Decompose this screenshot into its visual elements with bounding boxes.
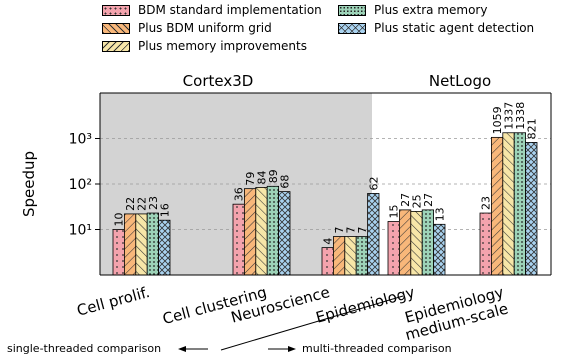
bar [146, 212, 159, 276]
bar [344, 236, 357, 276]
y-axis-title: Speedup [20, 151, 38, 217]
bar-value-label: 15 [388, 204, 401, 218]
bar [387, 221, 400, 276]
bar-value-label: 79 [244, 172, 257, 186]
legend-item-bdm-standard: BDM standard implementation [102, 3, 322, 17]
bar-value-label: 23 [147, 196, 160, 210]
bar [112, 229, 125, 276]
legend-swatch [338, 22, 366, 34]
multi-arrowhead-icon [288, 346, 296, 352]
bar-value-label: 25 [411, 194, 424, 208]
x-tick-labels: Cell prolif. Cell clusteringNeuroscienceE… [75, 283, 510, 344]
bar [124, 213, 137, 276]
bar-value-label: 89 [267, 169, 280, 183]
bar [158, 219, 171, 276]
legend-swatch [102, 22, 130, 34]
bar [410, 210, 423, 276]
bar-value-label: 27 [399, 193, 412, 207]
legend-label: Plus static agent detection [374, 21, 535, 35]
bar [421, 209, 435, 276]
legend-item-extra-memory: Plus extra memory [338, 3, 487, 17]
bar-value-label: 4 [322, 238, 335, 245]
bar [266, 185, 280, 276]
y-ticks: 10¹ 10² 10³ [69, 132, 100, 239]
bar [502, 132, 515, 276]
legend-item-static-agent: Plus static agent detection [338, 21, 534, 35]
bar-value-label: 84 [256, 170, 269, 184]
x-tick-label: Epidemiology [314, 283, 417, 327]
bar [367, 193, 380, 276]
bar-value-label: 22 [136, 197, 149, 211]
bar-value-label: 7 [345, 227, 358, 234]
single-threaded-note: single-threaded comparison [7, 342, 162, 355]
group-label-cortex3d: Cortex3D [183, 72, 254, 90]
bar [433, 223, 446, 276]
x-tick-label: Cell prolif. [75, 283, 152, 320]
bar-value-label: 1338 [514, 102, 527, 130]
legend-label: Plus memory improvements [138, 39, 307, 53]
bar [525, 141, 538, 276]
legend-label: Plus BDM uniform grid [138, 21, 272, 35]
comparison-divider [220, 295, 404, 351]
legend-item-uniform-grid: Plus BDM uniform grid [102, 21, 272, 35]
bar-value-label: 7 [333, 227, 346, 234]
bar-value-label: 27 [422, 193, 435, 207]
bar [232, 203, 245, 276]
bar-value-label: 821 [525, 118, 538, 139]
legend-label: BDM standard implementation [138, 3, 322, 17]
bar-value-label: 23 [480, 196, 493, 210]
bar-value-label: 10 [113, 213, 126, 227]
bar [135, 213, 148, 276]
bar-value-label: 16 [158, 203, 171, 217]
bar-value-label: 1337 [503, 102, 516, 130]
group-label-netlogo: NetLogo [429, 72, 491, 90]
bar [278, 191, 291, 276]
bar [479, 212, 492, 276]
legend-swatch [102, 4, 130, 16]
bar-value-label: 68 [278, 175, 291, 189]
bar-value-label: 13 [433, 207, 446, 221]
bar-value-label: 22 [124, 197, 137, 211]
single-arrowhead-icon [178, 346, 186, 352]
bar [243, 188, 257, 276]
bar [398, 209, 412, 276]
legend: BDM standard implementation Plus BDM uni… [102, 3, 552, 59]
bar-value-label: 62 [367, 176, 380, 190]
bar [490, 136, 504, 276]
legend-item-memory-improvements: Plus memory improvements [102, 39, 307, 53]
y-tick-label: 10² [69, 177, 92, 193]
multi-threaded-note: multi-threaded comparison [302, 342, 452, 355]
bar [355, 236, 369, 276]
bar [321, 247, 334, 276]
bar-value-label: 1059 [491, 106, 504, 134]
bar-value-label: 7 [356, 227, 369, 234]
x-tick-label-line: Epidemiology [314, 283, 417, 327]
bar-value-label: 36 [233, 187, 246, 201]
bar [255, 187, 268, 276]
legend-label: Plus extra memory [374, 3, 488, 17]
legend-swatch [338, 4, 366, 16]
bar [513, 132, 527, 276]
x-tick-label-line: Cell prolif. [75, 283, 152, 320]
bar [332, 236, 346, 276]
legend-swatch [102, 40, 130, 52]
y-tick-label: 10³ [69, 132, 92, 148]
bar-labels: 1036415232279727105922847251337238972713… [113, 102, 539, 245]
y-tick-label: 10¹ [69, 223, 92, 239]
x-tick-label: Epidemiologymedium-scale [399, 283, 510, 344]
